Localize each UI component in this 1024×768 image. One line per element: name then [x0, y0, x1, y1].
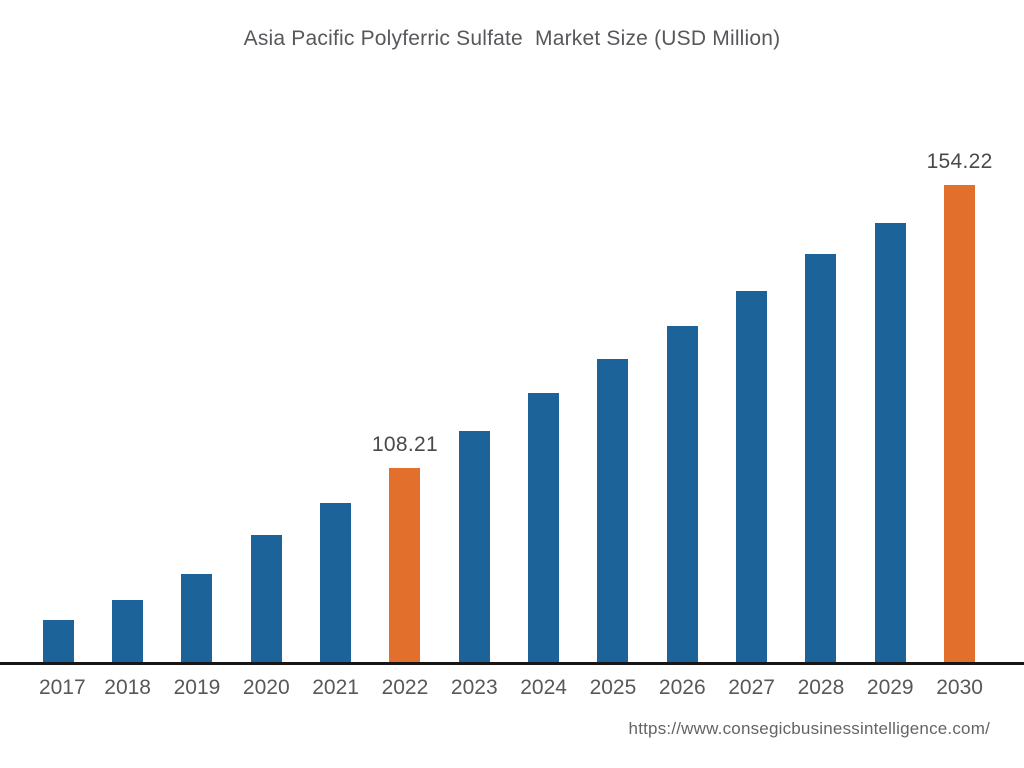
x-tick-2023: 2023: [450, 676, 498, 699]
bar-2019: [181, 574, 213, 662]
bar-2026: [666, 326, 698, 662]
bar-2021: [320, 503, 352, 662]
x-tick-2027: 2027: [728, 676, 775, 699]
bar-2020: [250, 535, 282, 662]
x-axis-line: [0, 662, 1024, 665]
x-tick-2017: 2017: [38, 676, 86, 699]
x-tick-2020: 2020: [242, 676, 290, 699]
bar-2017: [42, 620, 74, 662]
bar-2029: [874, 223, 906, 662]
value-label-2022: 108.21: [371, 433, 438, 456]
x-tick-2018: 2018: [104, 676, 151, 699]
x-tick-2021: 2021: [312, 676, 359, 699]
bar-2025: [597, 359, 629, 662]
bar-2023: [458, 431, 490, 662]
bar-2027: [736, 291, 768, 662]
x-tick-2029: 2029: [866, 676, 914, 699]
x-tick-2028: 2028: [797, 676, 845, 699]
chart-title: Asia Pacific Polyferric Sulfate Market S…: [243, 27, 781, 50]
x-tick-2022: 2022: [381, 676, 429, 699]
x-tick-2024: 2024: [520, 676, 567, 699]
bar-2024: [528, 393, 560, 662]
value-label-2030: 154.22: [926, 150, 993, 173]
bar-2018: [112, 600, 144, 662]
bar-2022: [389, 468, 421, 662]
x-tick-2025: 2025: [589, 676, 637, 699]
x-tick-2030: 2030: [936, 676, 983, 699]
source-url: https://www.consegicbusinessintelligence…: [628, 719, 990, 738]
bar-2030: [944, 185, 976, 662]
x-tick-2026: 2026: [658, 676, 706, 699]
bar-2028: [805, 254, 837, 662]
x-tick-2019: 2019: [173, 676, 221, 699]
